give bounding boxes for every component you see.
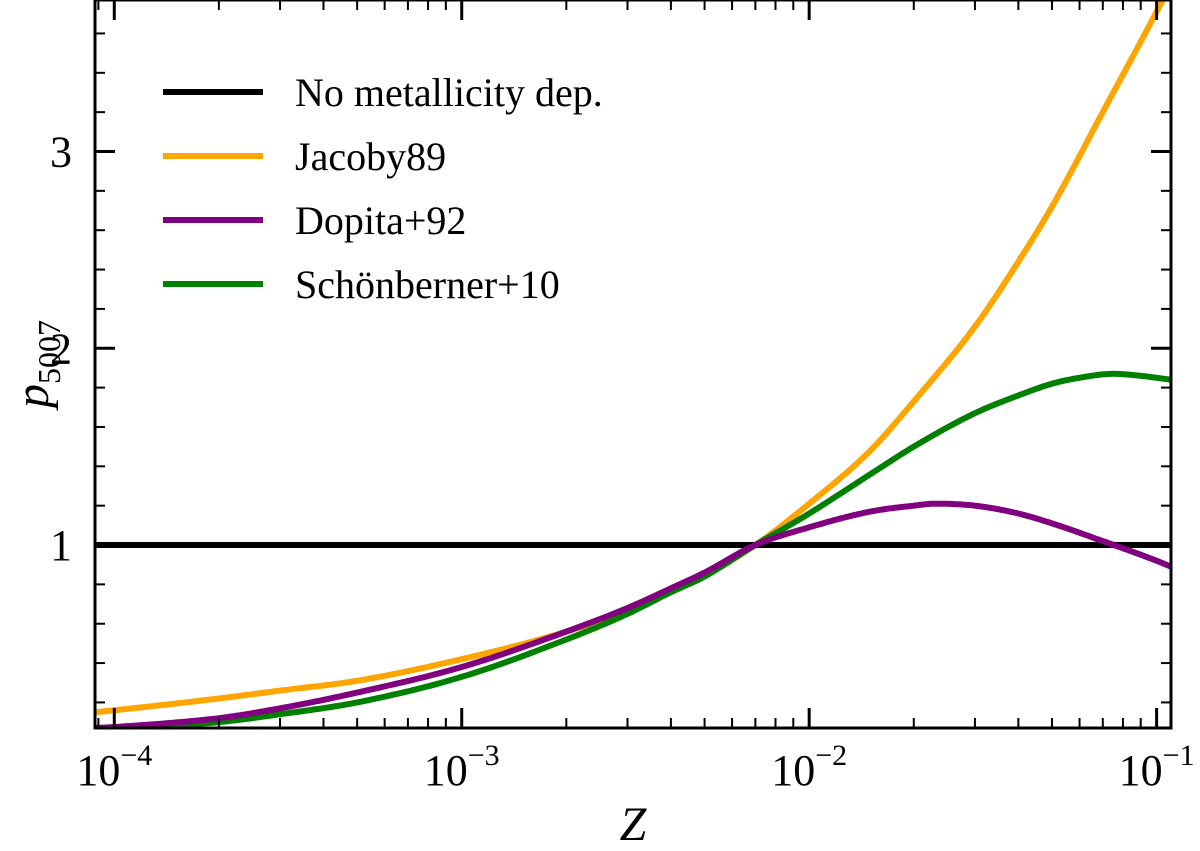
y-tick-label-2: 3 xyxy=(50,128,72,177)
series-layer xyxy=(95,0,1171,728)
y-axis-title-main: p xyxy=(6,384,59,411)
x-tick-label-2: 10−2 xyxy=(771,739,847,795)
minor-ticks xyxy=(95,0,1171,728)
legend-label-0: No metallicity dep. xyxy=(295,70,603,115)
plot-area xyxy=(95,0,1171,728)
legend-label-1: Jacoby89 xyxy=(295,134,446,179)
legend-label-3: Schönberner+10 xyxy=(295,262,560,307)
y-tick-label-0: 1 xyxy=(50,521,72,570)
x-tick-label-1: 10−3 xyxy=(424,739,500,795)
y-axis-title-subscript: 5007 xyxy=(31,320,67,384)
major-ticks xyxy=(95,0,1171,728)
tick-labels: 10−4 10−3 10−2 10−1 1 2 3 xyxy=(50,128,1195,795)
x-axis-title: Z xyxy=(620,798,648,851)
plot-frame xyxy=(93,0,1173,730)
x-tick-label-3: 10−1 xyxy=(1119,739,1195,795)
y-tick-label-1: 2 xyxy=(50,324,72,373)
legend: No metallicity dep. Jacoby89 Dopita+92 Schö… xyxy=(163,70,603,307)
x-tick-label-0: 10−4 xyxy=(76,739,152,795)
legend-label-2: Dopita+92 xyxy=(295,198,466,243)
y-axis-title: p5007 xyxy=(6,320,67,411)
series-line-2 xyxy=(95,500,1171,728)
